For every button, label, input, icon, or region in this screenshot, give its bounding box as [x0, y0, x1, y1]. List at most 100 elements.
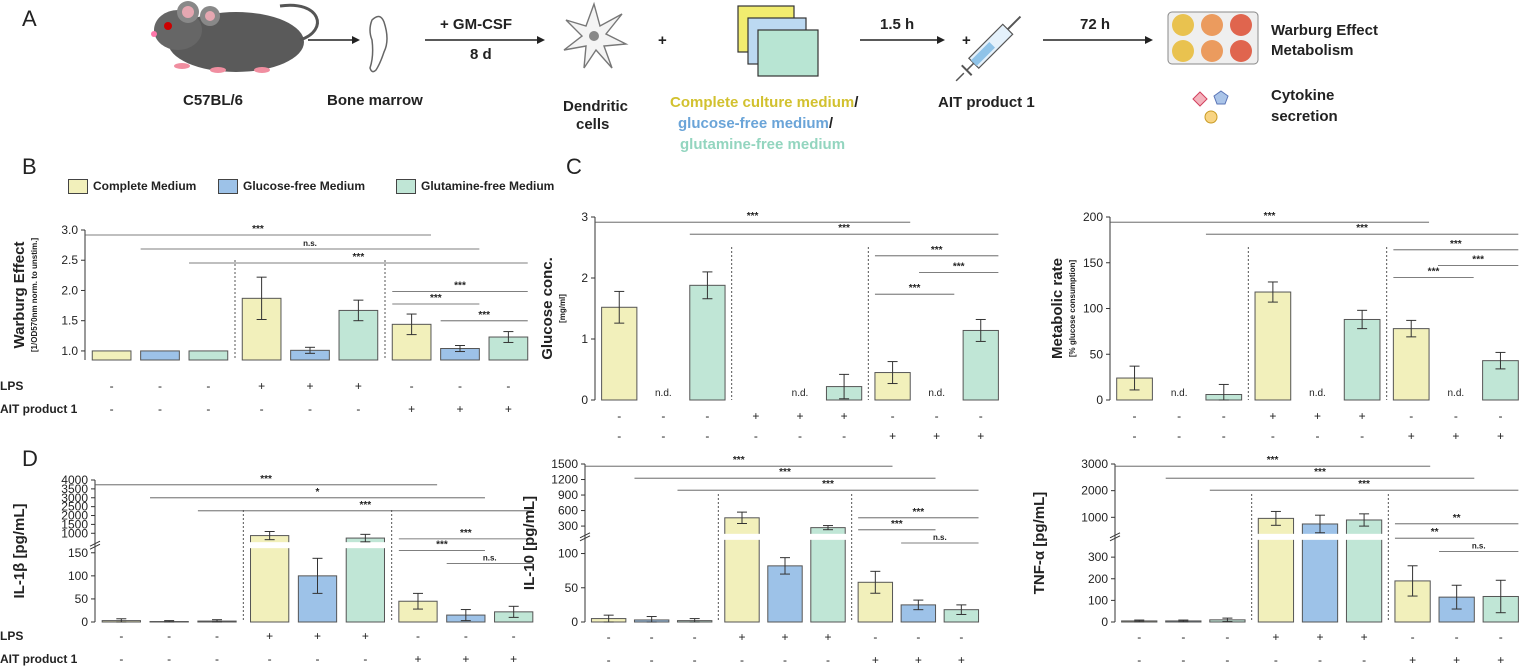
lps-condition-mark: -: [410, 379, 414, 393]
y-tick-label: 1: [581, 332, 588, 346]
lps-condition-mark: +: [752, 409, 759, 423]
ait-condition-mark: -: [1133, 429, 1137, 443]
y-tick-label: 100: [1083, 302, 1103, 316]
not-detected-label: n.d.: [928, 388, 945, 399]
bar: [91, 350, 132, 361]
bar: [810, 527, 846, 623]
culture-time-label: 72 h: [1080, 16, 1111, 33]
dendritic-cells-label-2: cells: [576, 116, 610, 133]
significance-label: ***: [912, 507, 924, 518]
not-detected-label: n.d.: [792, 388, 809, 399]
bar: [188, 350, 229, 361]
ait-condition-mark: -: [693, 653, 697, 667]
ait-condition-mark: -: [363, 652, 367, 666]
ait-condition-mark: +: [1497, 653, 1504, 667]
lps-condition-mark: -: [891, 409, 895, 423]
lps-condition-mark: -: [607, 630, 611, 644]
lps-condition-mark: +: [1361, 630, 1368, 644]
y-tick-label: 1500: [551, 457, 578, 471]
well-plate-icon: [1167, 11, 1259, 65]
ait-condition-mark: -: [798, 429, 802, 443]
ait-condition-mark: -: [661, 429, 665, 443]
ait-condition-mark: +: [456, 402, 463, 416]
y-tick-label: 300: [1088, 550, 1108, 564]
lps-condition-mark: -: [110, 379, 114, 393]
significance-label: ***: [478, 310, 490, 321]
ait-condition-mark: +: [1453, 653, 1460, 667]
bar: [250, 535, 290, 623]
lps-condition-mark: -: [979, 409, 983, 423]
significance-label: ***: [1356, 223, 1368, 234]
ait-product-label: AIT product 1: [938, 94, 1035, 111]
legend-swatch-glucose-free: [218, 179, 238, 194]
syringe-icon: [955, 15, 1022, 82]
ait-condition-mark: +: [977, 429, 984, 443]
gmcsf-label: + GM-CSF: [440, 16, 513, 33]
not-detected-label: n.d.: [1171, 388, 1188, 399]
significance-label: ***: [931, 245, 943, 256]
lps-condition-mark: -: [935, 409, 939, 423]
significance-label: ***: [891, 519, 903, 530]
ait-condition-mark: -: [842, 429, 846, 443]
y-tick-label: 100: [1088, 593, 1108, 607]
significance-label: n.s.: [303, 239, 317, 248]
ait-condition-mark: -: [826, 653, 830, 667]
bar: [724, 517, 760, 623]
media-separator-1: /: [854, 94, 859, 111]
cytokine-output-label-1: Cytokine: [1271, 87, 1335, 104]
not-detected-label: n.d.: [1447, 388, 1464, 399]
ait-condition-mark: +: [889, 429, 896, 443]
significance-label: ***: [1358, 479, 1370, 490]
plus-sign-1: +: [658, 32, 667, 49]
y-axis-label: Warburg Effect: [11, 242, 28, 349]
y-tick-label: 3: [581, 210, 588, 224]
significance-label: ***: [260, 474, 272, 485]
ait-condition-mark: +: [1497, 429, 1504, 443]
y-tick-label: 3000: [1081, 457, 1108, 471]
lps-condition-mark: -: [617, 409, 621, 423]
ait-condition-mark: -: [705, 429, 709, 443]
significance-label: ***: [1314, 467, 1326, 478]
panel-letter-d: D: [22, 446, 38, 471]
lps-condition-mark: -: [1498, 409, 1502, 423]
y-tick-label: 0: [581, 393, 588, 407]
lps-condition-mark: -: [506, 379, 510, 393]
y-tick-label: 600: [558, 504, 578, 518]
bar: [767, 565, 803, 623]
lps-condition-mark: +: [1314, 409, 1321, 423]
ait-condition-mark: +: [1452, 429, 1459, 443]
lps-condition-mark: -: [916, 630, 920, 644]
ait-condition-mark: +: [510, 652, 517, 666]
lps-condition-mark: +: [266, 629, 273, 643]
significance-label: ***: [909, 283, 921, 294]
warburg-output-label-1: Warburg Effect: [1271, 22, 1378, 39]
ait-condition-mark: -: [1274, 653, 1278, 667]
y-tick-label: 1200: [551, 473, 578, 487]
significance-label: ***: [430, 293, 442, 304]
lps-condition-mark: +: [1359, 409, 1366, 423]
ait-condition-mark: -: [1225, 653, 1229, 667]
y-tick-label: 150: [1083, 256, 1103, 270]
ait-condition-mark: +: [408, 402, 415, 416]
y-tick-label: 2000: [1081, 484, 1108, 498]
ait-condition-mark: -: [607, 653, 611, 667]
y-tick-label: 2500: [61, 500, 88, 514]
significance-label: ***: [747, 211, 759, 222]
bone-marrow-label: Bone marrow: [327, 92, 423, 109]
y-tick-label: 4000: [61, 473, 88, 487]
bar-break: [249, 542, 290, 549]
lps-condition-mark: -: [1411, 630, 1415, 644]
bar: [345, 537, 385, 623]
ait-condition-mark: +: [505, 402, 512, 416]
y-tick-label: 3500: [61, 482, 88, 496]
ait-condition-mark: +: [462, 652, 469, 666]
lps-condition-mark: -: [1409, 409, 1413, 423]
y-tick-label: 900: [558, 488, 578, 502]
mouse-strain-label: C57BL/6: [183, 92, 244, 109]
significance-label: ***: [1267, 455, 1279, 466]
ait-condition-mark: -: [754, 429, 758, 443]
lps-condition-mark: -: [167, 629, 171, 643]
significance-label: ***: [460, 528, 472, 539]
significance-label: ***: [779, 467, 791, 478]
lps-condition-mark: -: [206, 379, 210, 393]
